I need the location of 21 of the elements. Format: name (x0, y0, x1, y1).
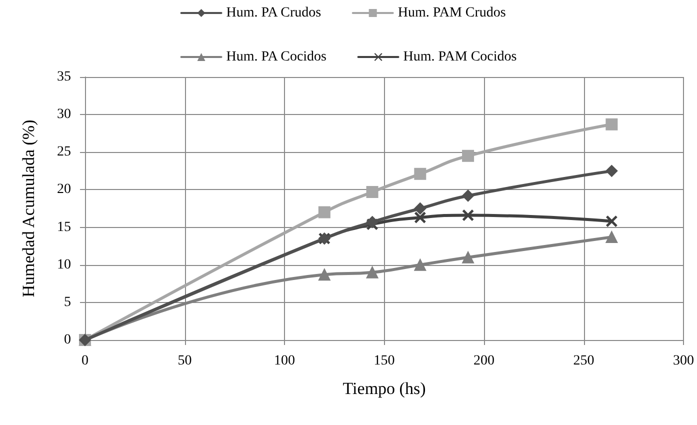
x-axis-title: Tiempo (hs) (342, 379, 426, 398)
legend-label: Hum. PAM Cocidos (403, 50, 517, 64)
y-axis-title: Humedad Acumulada (%) (19, 120, 38, 298)
x-tick-label: 300 (673, 354, 694, 368)
y-tick-label: 30 (57, 107, 71, 122)
x-tick-label: 100 (274, 354, 295, 368)
x-tick-label: 250 (573, 354, 594, 368)
y-tick-label: 25 (57, 144, 71, 160)
x-tick-label: 0 (82, 354, 88, 368)
y-tick-label: 15 (57, 220, 71, 235)
y-tick-label: 10 (57, 257, 71, 272)
legend-label: Hum. PAM Crudos (398, 6, 506, 20)
legend-label: Hum. PA Crudos (226, 6, 322, 20)
y-tick-label: 5 (64, 294, 71, 310)
y-tick-label: 0 (64, 332, 71, 348)
y-tick-label: 35 (57, 70, 71, 84)
y-tick-label: 20 (57, 182, 71, 198)
x-tick-label: 150 (374, 354, 395, 368)
x-tick-label: 200 (474, 354, 494, 368)
legend-label: Hum. PA Cocidos (226, 50, 327, 64)
x-tick-label: 50 (178, 354, 192, 368)
